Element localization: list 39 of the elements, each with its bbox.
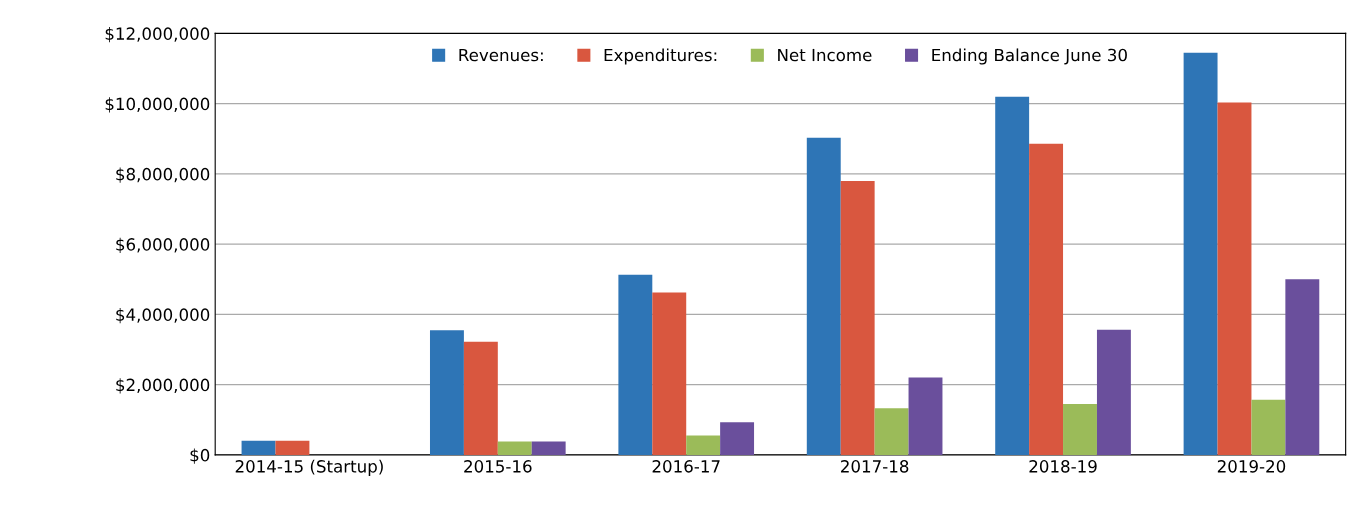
x-tick-label: 2017-18 [841,460,909,473]
y-tick-label: $0 [190,448,210,464]
bar [1029,143,1064,455]
x-tick-label: 2014-15 (Startup) [235,459,383,476]
y-tick-label: $6,000,000 [116,237,210,253]
legend-label: Net Income [778,48,872,62]
x-tick-label: 2019-20 [1217,460,1286,473]
bar [497,441,532,455]
bar [1183,52,1218,455]
bar [652,292,687,455]
bar [241,440,276,455]
legend-label: Expenditures: [604,48,717,65]
bar [618,274,653,455]
x-tick-label: 2016-17 [652,460,720,473]
legend-label: Ending Balance June 30 [932,48,1127,65]
bar [720,422,755,455]
y-tick-label: $12,000,000 [105,27,210,43]
bar [874,408,909,455]
bar [463,341,498,455]
x-tick-label: 2015-16 [464,460,532,473]
bar [1217,102,1252,455]
y-tick-label: $2,000,000 [116,378,210,394]
bar [806,137,841,455]
y-tick-label: $4,000,000 [116,308,210,324]
x-tick-label: 2018-19 [1029,460,1097,473]
bar [531,441,566,455]
bar [1285,279,1320,455]
bar [275,440,310,455]
bar [908,377,943,455]
bar [1063,403,1097,455]
bar [1251,399,1286,455]
bar [995,96,1030,455]
y-tick-label: $10,000,000 [105,97,210,113]
y-tick-label: $8,000,000 [116,167,210,183]
bar [1096,329,1131,455]
bar [840,180,875,455]
bar [686,435,721,455]
bar [429,330,464,455]
legend-label: Revenues: [459,48,543,62]
